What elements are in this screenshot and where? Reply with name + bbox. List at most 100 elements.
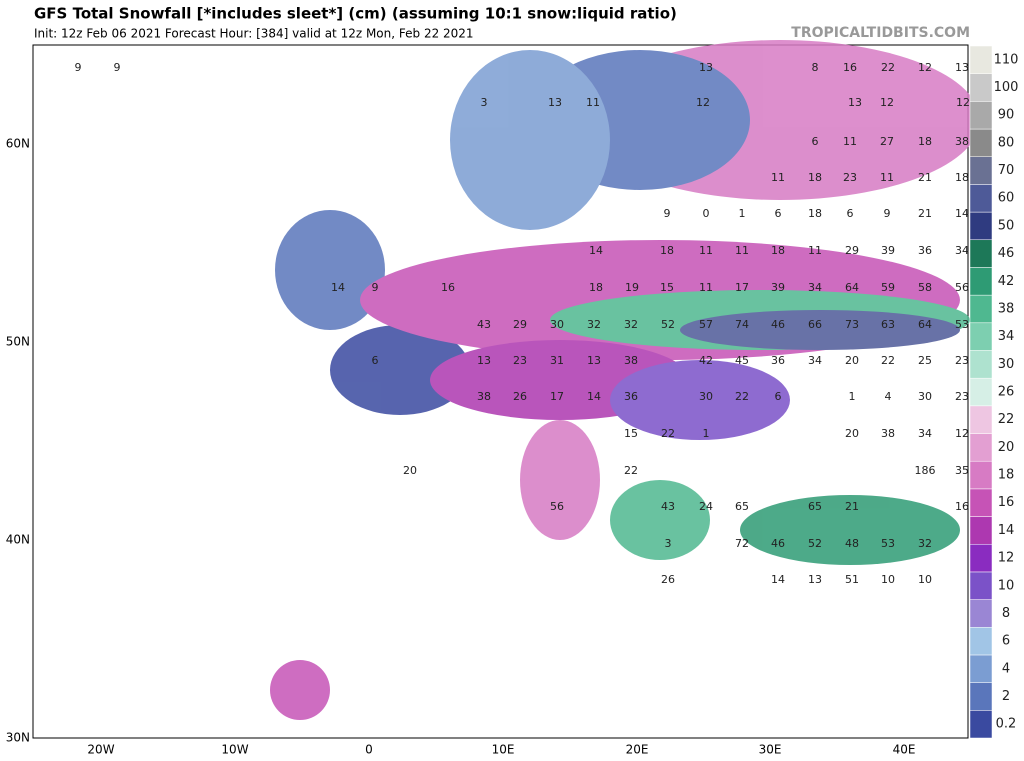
snow-value-label: 11	[808, 244, 822, 257]
legend-swatch	[969, 488, 993, 517]
snow-value-label: 73	[845, 318, 859, 331]
snow-value-label: 27	[880, 135, 894, 148]
snow-value-label: 30	[550, 318, 564, 331]
legend-swatch	[969, 433, 993, 462]
snow-value-label: 10	[918, 573, 932, 586]
snow-value-label: 14	[589, 244, 603, 257]
snow-value-label: 11	[843, 135, 857, 148]
legend-label: 80	[998, 135, 1015, 150]
snow-value-label: 11	[699, 281, 713, 294]
snow-value-label: 11	[586, 96, 600, 109]
snow-field	[270, 40, 980, 720]
lon-label: 40E	[893, 743, 916, 757]
legend-swatch	[969, 377, 993, 407]
snow-value-label: 13	[587, 354, 601, 367]
snow-value-label: 13	[477, 354, 491, 367]
snow-value-label: 11	[735, 244, 749, 257]
snow-value-label: 39	[771, 281, 785, 294]
snow-value-label: 10	[881, 573, 895, 586]
snow-value-label: 11	[771, 171, 785, 184]
snow-value-label: 18	[771, 244, 785, 257]
snow-value-label: 19	[625, 281, 639, 294]
snow-value-label: 66	[808, 318, 822, 331]
snow-value-label: 9	[372, 281, 379, 294]
snow-value-label: 36	[624, 390, 638, 403]
snow-value-label: 0	[703, 207, 710, 220]
snow-value-label: 13	[548, 96, 562, 109]
lat-label: 40N	[6, 533, 30, 547]
snow-value-label: 58	[918, 281, 932, 294]
snow-value-label: 12	[955, 427, 969, 440]
legend-swatch	[969, 460, 993, 490]
legend-label: 14	[998, 523, 1015, 538]
subtitle: Init: 12z Feb 06 2021 Forecast Hour: [38…	[34, 27, 474, 41]
snow-value-label: 23	[513, 354, 527, 367]
snow-value-label: 23	[843, 171, 857, 184]
snow-value-label: 29	[845, 244, 859, 257]
legend-label: 60	[998, 191, 1015, 206]
snow-value-label: 38	[624, 354, 638, 367]
legend-label: 38	[998, 301, 1015, 316]
legend-label: 42	[998, 274, 1015, 289]
snow-value-label: 36	[918, 244, 932, 257]
snow-value-label: 14	[331, 281, 345, 294]
legend-swatch	[969, 45, 993, 74]
snow-value-label: 22	[881, 61, 895, 74]
snow-value-label: 3	[665, 537, 672, 550]
snow-value-label: 8	[812, 61, 819, 74]
snow-value-label: 43	[477, 318, 491, 331]
legend-label: 34	[998, 329, 1015, 344]
snow-value-label: 6	[775, 390, 782, 403]
legend-swatch	[969, 294, 993, 324]
legend-label: 46	[998, 246, 1015, 261]
legend-swatch	[969, 73, 993, 102]
snow-value-label: 53	[881, 537, 895, 550]
snow-value-label: 24	[699, 500, 713, 513]
snow-value-label: 45	[735, 354, 749, 367]
legend-swatch	[969, 405, 993, 434]
snow-value-label: 32	[587, 318, 601, 331]
snow-value-label: 15	[624, 427, 638, 440]
legend-label: 90	[998, 108, 1015, 123]
snow-value-label: 22	[661, 427, 675, 440]
snow-value-label: 6	[847, 207, 854, 220]
legend-swatch	[969, 627, 993, 656]
snow-value-label: 31	[550, 354, 564, 367]
snow-value-label: 56	[955, 281, 969, 294]
snow-value-label: 17	[735, 281, 749, 294]
snow-value-label: 9	[664, 207, 671, 220]
snow-value-label: 32	[918, 537, 932, 550]
legend-label: 16	[998, 495, 1015, 510]
snow-value-label: 12	[696, 96, 710, 109]
legend-swatch	[969, 156, 993, 185]
snow-value-label: 18	[808, 207, 822, 220]
watermark: TROPICALTIDBITS.COM	[791, 25, 970, 41]
snow-value-label: 13	[808, 573, 822, 586]
legend-label: 70	[998, 163, 1015, 178]
snow-value-label: 34	[918, 427, 932, 440]
lon-label: 30E	[759, 743, 782, 757]
legend-label: 20	[998, 440, 1015, 455]
legend-label: 18	[998, 468, 1015, 483]
snow-value-label: 32	[624, 318, 638, 331]
snow-value-label: 38	[477, 390, 491, 403]
legend-swatch	[969, 101, 993, 130]
legend-swatch	[969, 654, 993, 683]
snow-value-label: 48	[845, 537, 859, 550]
snow-value-label: 6	[372, 354, 379, 367]
snow-value-label: 12	[918, 61, 932, 74]
legend-label: 0.2	[996, 717, 1017, 732]
lon-label: 10E	[492, 743, 515, 757]
legend-label: 4	[1002, 661, 1010, 676]
legend-label: 110	[994, 52, 1019, 67]
snow-value-label: 22	[735, 390, 749, 403]
snow-value-label: 1	[739, 207, 746, 220]
snow-value-label: 30	[918, 390, 932, 403]
legend-swatch	[969, 211, 993, 241]
legend-swatch	[969, 516, 993, 545]
lat-label: 30N	[6, 731, 30, 745]
snow-value-label: 63	[881, 318, 895, 331]
snow-value-label: 21	[918, 207, 932, 220]
snow-value-label: 53	[955, 318, 969, 331]
